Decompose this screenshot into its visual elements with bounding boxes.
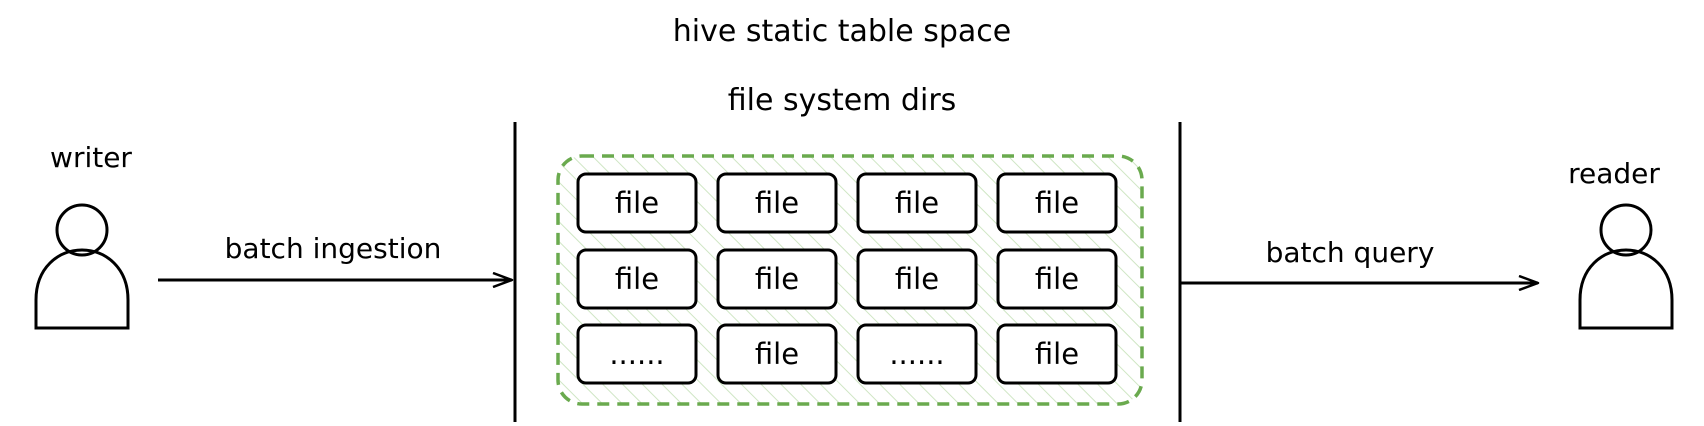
file-cell-label: file [754, 262, 800, 296]
file-cell-box [716, 323, 838, 385]
file-cell-box [716, 172, 838, 234]
file-cell-label: file [614, 186, 660, 220]
file-cell-box [996, 248, 1118, 310]
file-cell-box [856, 248, 978, 310]
reader-label: reader [1568, 157, 1660, 190]
diagram-title: hive static table space [672, 14, 1012, 49]
file-cell-box [716, 248, 838, 310]
container-subtitle: file system dirs [727, 83, 957, 118]
file-cell-label: file [614, 262, 660, 296]
file-cell-label: file [894, 262, 940, 296]
file-cell-label: file [1034, 337, 1080, 371]
file-cell-box [996, 323, 1118, 385]
file-cell-box [576, 172, 698, 234]
file-cell-box [856, 172, 978, 234]
reader-person-icon [1578, 203, 1674, 330]
writer-person-icon [34, 203, 130, 330]
file-cell-label: file [1034, 186, 1080, 220]
query-label: batch query [1265, 236, 1435, 269]
file-cell-label: file [754, 186, 800, 220]
file-cell-box [856, 323, 978, 385]
file-cell-box [996, 172, 1118, 234]
file-cell-label: file [894, 186, 940, 220]
file-grid [576, 172, 1118, 385]
file-cell-label: ...... [609, 337, 665, 371]
file-cell-label: ...... [889, 337, 945, 371]
file-cell-label: file [1034, 262, 1080, 296]
file-system-container [556, 154, 1144, 406]
writer-label: writer [50, 141, 132, 174]
file-cell-box [576, 248, 698, 310]
file-cell-label: file [754, 337, 800, 371]
ingest-label: batch ingestion [224, 232, 442, 265]
file-cell-box [576, 323, 698, 385]
